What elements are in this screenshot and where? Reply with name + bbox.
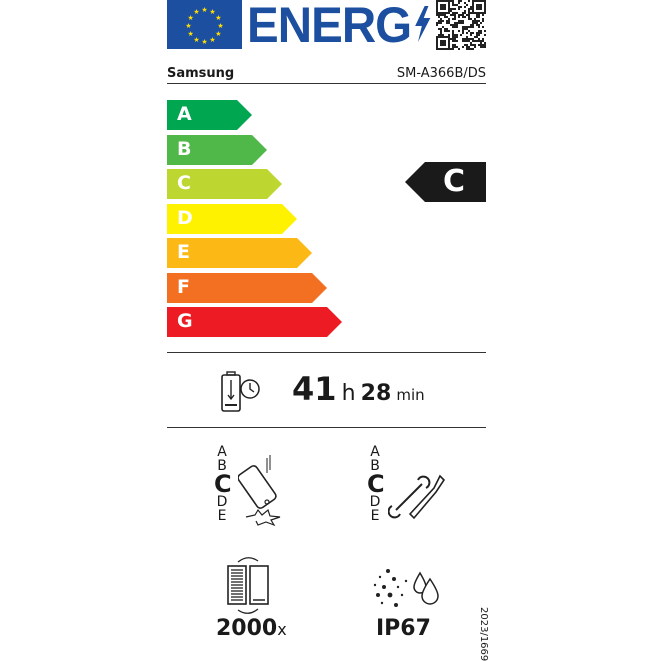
qr-code[interactable] [436, 0, 486, 50]
rating-letter: C [443, 164, 466, 199]
cycles-number: 2000 [216, 616, 278, 641]
energy-class-bar-e: E [167, 238, 313, 268]
star-icon: ★ [209, 8, 215, 16]
brand-name: Samsung [167, 66, 235, 81]
scale-letter-a: A [370, 444, 380, 460]
scale-letter-c: C [367, 470, 385, 498]
model-number: SM-A366B/DS [396, 66, 486, 81]
ingress-protection-value: IP67 [376, 616, 431, 641]
star-icon: ★ [193, 36, 199, 44]
scale-letter-b: B [370, 458, 380, 474]
energy-class-letter: G [177, 310, 193, 332]
energy-class-letter: A [177, 103, 192, 125]
lightning-icon [414, 6, 431, 42]
scale-letter-a: A [217, 444, 227, 460]
battery-cycles-icon [227, 557, 269, 614]
hours-unit: h [341, 381, 356, 406]
energy-class-letter: C [177, 172, 191, 194]
star-icon: ★ [215, 30, 221, 38]
star-icon: ★ [185, 22, 191, 30]
energy-class-bar-c: C [167, 169, 283, 199]
minutes-value: 28 [360, 381, 392, 406]
hours-value: 41 [292, 370, 337, 408]
divider [167, 83, 486, 84]
battery-endurance-icon [221, 371, 260, 412]
star-icon: ★ [217, 22, 223, 30]
energy-class-bar-g: G [167, 307, 343, 337]
scale-letter-b: B [217, 458, 227, 474]
dust-water-icon [373, 569, 439, 607]
star-icon: ★ [209, 36, 215, 44]
eu-flag-logo: ★ ★ ★ ★ ★ ★ ★ ★ ★ ★ ★ ★ [167, 0, 242, 49]
star-icon: ★ [201, 38, 207, 46]
energy-class-letter: B [177, 138, 192, 160]
star-icon: ★ [201, 6, 207, 14]
scale-letter-c: C [214, 470, 232, 498]
energy-logo: ENERG [247, 0, 432, 54]
divider [167, 352, 486, 353]
star-icon: ★ [193, 8, 199, 16]
energy-class-letter: D [177, 207, 193, 229]
phone-drop-icon [238, 455, 281, 527]
energy-class-bar-f: F [167, 273, 328, 303]
scale-letter-d: D [369, 494, 381, 510]
repair-tools-icon [388, 474, 446, 520]
scale-letter-d: D [216, 494, 228, 510]
rating-arrow: C [405, 162, 486, 202]
scale-letter-e: E [370, 508, 380, 524]
battery-cycles-value: 2000x [216, 616, 287, 641]
star-icon: ★ [215, 14, 221, 22]
energy-class-letter: F [177, 276, 190, 298]
cycles-unit: x [277, 620, 287, 639]
divider [167, 427, 486, 428]
star-icon: ★ [188, 14, 194, 22]
energy-logo-text: ENERG [247, 0, 412, 53]
battery-endurance-value: 41 h 28 min [292, 370, 425, 408]
minutes-unit: min [396, 386, 425, 404]
energy-class-bar-a: A [167, 100, 253, 130]
scale-letter-e: E [217, 508, 227, 524]
energy-class-bar-d: D [167, 204, 298, 234]
regulation-number: 2023/1669 [478, 607, 489, 661]
energy-class-letter: E [177, 241, 190, 263]
star-icon: ★ [188, 30, 194, 38]
energy-class-bar-b: B [167, 135, 268, 165]
